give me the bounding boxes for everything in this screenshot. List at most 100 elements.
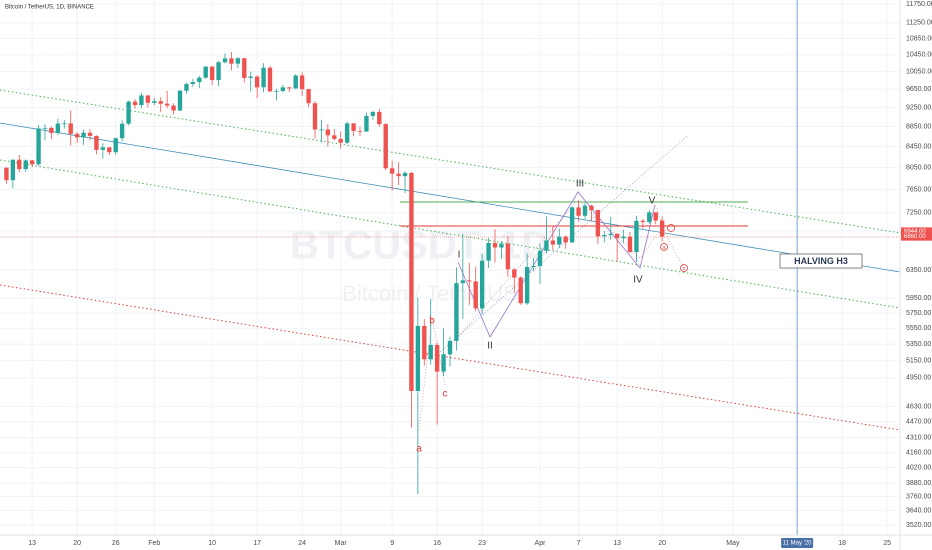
y-tick-label: 7650.00 — [906, 186, 931, 193]
trend-line — [0, 122, 901, 273]
candle-body — [242, 58, 247, 78]
y-tick-label: 9650.00 — [906, 86, 931, 93]
candle-body — [81, 132, 86, 138]
x-tick-label: 23 — [478, 540, 486, 547]
candle-body — [229, 58, 234, 64]
candle-body — [402, 172, 408, 177]
x-tick-label: 24 — [298, 540, 306, 547]
candle-body — [434, 344, 440, 372]
y-tick-label: 5350.00 — [906, 341, 931, 348]
candle-body — [332, 135, 337, 139]
candle-body — [287, 87, 292, 89]
candle-body — [409, 172, 414, 391]
candle-body — [306, 89, 311, 104]
candle-body — [582, 205, 588, 216]
candle-body — [126, 101, 131, 124]
y-tick-label: 5750.00 — [906, 310, 931, 317]
wave-label: I — [458, 250, 461, 261]
candle-body — [467, 280, 472, 282]
wave-label: a — [416, 444, 422, 455]
candle-body — [389, 168, 395, 174]
x-tick-label: 13 — [613, 540, 621, 547]
candle-body — [235, 58, 241, 64]
candle-body — [248, 76, 253, 78]
candle-body — [492, 242, 498, 248]
x-tick-label: 20 — [658, 540, 666, 547]
candle-body — [479, 260, 485, 309]
candle-body — [216, 62, 221, 81]
candle-body — [107, 147, 112, 153]
wave-label: c — [443, 389, 448, 400]
candle-body — [602, 235, 607, 237]
y-tick-label: 4160.00 — [906, 450, 931, 457]
candle-body — [325, 129, 331, 136]
y-tick-label: 4630.00 — [906, 403, 931, 410]
price-tag-label: 6860.00 — [904, 234, 926, 240]
chart-title: Bitcoin / TetherUS, 1D, BINANCE — [5, 5, 94, 11]
candle-body — [505, 243, 511, 270]
candle-body — [447, 340, 453, 355]
candle-body — [74, 133, 80, 138]
candle-body — [87, 132, 93, 136]
candle-body — [222, 58, 228, 63]
price-tag-label: 6944.00 — [904, 229, 926, 235]
y-tick-label: 5950.00 — [906, 295, 931, 302]
candle-body — [460, 280, 466, 284]
wave-label: II — [487, 341, 493, 352]
watermark-subtitle: Bitcoin / TetherUS — [342, 281, 518, 306]
y-tick-label: 11750.00 — [906, 1, 932, 8]
x-tick-label: May — [726, 540, 740, 547]
y-tick-label: 4950.00 — [906, 375, 931, 382]
candle-body — [563, 236, 568, 243]
y-tick-label: 11250.00 — [906, 20, 932, 27]
y-tick-label: 3880.00 — [906, 480, 931, 487]
candle-body — [203, 66, 208, 78]
x-tick-label: 16 — [433, 540, 441, 547]
candle-body — [132, 101, 138, 106]
candle-body — [338, 138, 343, 143]
x-tick-label: 10 — [208, 540, 216, 547]
candle-body — [608, 233, 613, 236]
candle-body — [10, 159, 16, 181]
candle-body — [659, 220, 665, 237]
candle-body — [621, 236, 626, 239]
circle-marker — [680, 264, 688, 272]
candle-body — [595, 210, 601, 237]
candle-body — [319, 129, 324, 131]
candle-body — [486, 242, 491, 261]
wave-label: a — [663, 245, 666, 251]
x-tick-label: 7 — [577, 540, 581, 547]
candle-body — [100, 147, 106, 150]
candle-body — [17, 159, 22, 170]
candle-body — [274, 90, 279, 92]
candle-body — [518, 277, 523, 304]
x-tick-label: 17 — [253, 540, 261, 547]
x-tick-label: 13 — [28, 540, 36, 547]
candle-body — [344, 123, 350, 143]
y-tick-label: 5550.00 — [906, 325, 931, 332]
candle-body — [209, 66, 215, 81]
halving-label: HALVING H3 — [794, 256, 848, 266]
candle-body — [537, 250, 543, 266]
candle-body — [614, 233, 620, 239]
drawings — [0, 89, 932, 431]
y-tick-label: 4470.00 — [906, 419, 931, 426]
halving-box — [779, 253, 863, 269]
candle-body — [177, 90, 183, 111]
y-tick-label: 3640.00 — [906, 507, 931, 514]
candle-body — [42, 127, 48, 129]
candle-body — [190, 82, 196, 85]
x-tick-label: Apr — [535, 540, 547, 547]
wave-label: c — [683, 266, 686, 272]
y-tick-label: 6350.00 — [906, 267, 931, 274]
candle-body — [299, 75, 305, 90]
date-tag-label: 11 May '20 — [783, 541, 812, 547]
y-tick-label: 8850.00 — [906, 123, 931, 130]
candle-body — [364, 115, 369, 132]
candle-body — [569, 207, 575, 243]
y-tick-label: 4020.00 — [906, 464, 931, 471]
candle-body — [312, 103, 318, 130]
candle-body — [139, 95, 144, 106]
y-tick-label: 10850.00 — [906, 35, 932, 42]
